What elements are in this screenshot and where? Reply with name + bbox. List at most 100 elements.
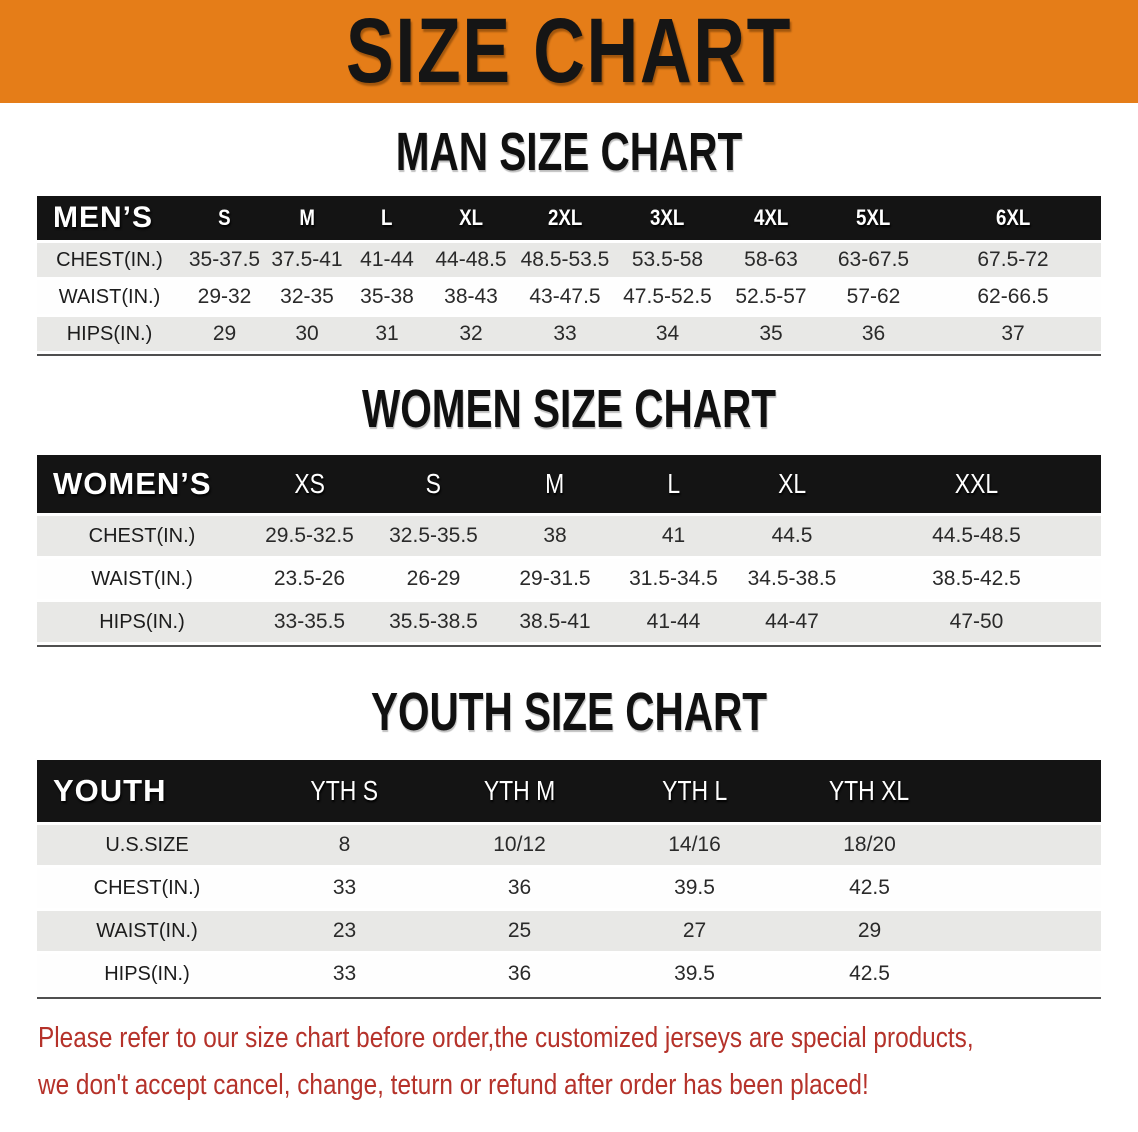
measurement-value: 33 <box>332 962 357 985</box>
size-column-header-text: M <box>299 205 315 230</box>
size-column-header: XL <box>427 196 515 240</box>
men-size-table: MEN’S S M L XL 2XL 3XL 4XL 5XL 6XL CHEST(IN.) 35-37… <box>0 193 1138 356</box>
measurement-value: 26-29 <box>406 567 461 590</box>
women-size-table: WOMEN’S XS S M L XL XXL CHEST(IN.) 29.5-32.5 32.5… <box>0 452 1138 647</box>
size-chart-banner: SIZE CHART <box>0 0 1138 103</box>
measurement-value: 37 <box>1001 322 1025 345</box>
size-column-header-text: YTH S <box>310 775 379 806</box>
size-column-header-text: XL <box>777 468 807 499</box>
women-section-heading: WOMEN SIZE CHART <box>0 380 1138 438</box>
measurement-value: 14/16 <box>668 833 721 856</box>
size-column-header-text: 2XL <box>547 205 583 230</box>
measurement-value: 52.5-57 <box>735 285 807 308</box>
size-column-header-text: YTH XL <box>829 775 910 806</box>
measurement-row-label: CHEST(IN.) <box>88 524 196 547</box>
measurement-value: 41-44 <box>360 248 414 271</box>
women-measurement-row: WAIST(IN.) 23.5-26 26-29 29-31.5 31.5-34.5 34… <box>37 559 1101 599</box>
disclaimer-line-1: Please refer to our size chart before or… <box>38 1022 974 1054</box>
measurement-value: 63-67.5 <box>837 248 910 271</box>
women-table-label: WOMEN’S <box>53 466 212 501</box>
size-column-header: 2XL <box>515 196 615 240</box>
measurement-row-label: HIPS(IN.) <box>99 610 185 633</box>
measurement-value: 41-44 <box>646 610 701 633</box>
measurement-row-label: WAIST(IN.) <box>58 285 161 308</box>
size-column-header: XS <box>247 455 372 513</box>
size-column-header: M <box>495 455 615 513</box>
measurement-value: 32 <box>459 322 483 345</box>
order-disclaimer: Please refer to our size chart before or… <box>38 1015 1138 1109</box>
measurement-value: 34.5-38.5 <box>747 567 837 590</box>
youth-measurement-row: CHEST(IN.) 33 36 39.5 42.5 <box>37 868 1101 908</box>
men-table: MEN’S S M L XL 2XL 3XL 4XL 5XL 6XL CHEST(IN.) 35-37… <box>37 193 1101 356</box>
measurement-value: 58-63 <box>744 248 798 271</box>
measurement-row-label: HIPS(IN.) <box>66 322 153 345</box>
size-column-header: XXL <box>852 455 1101 513</box>
measurement-value: 37.5-41 <box>271 248 343 271</box>
size-column-header-text: 3XL <box>650 205 685 230</box>
size-column-header-text: L <box>667 468 680 499</box>
size-column-header: YTH L <box>607 760 782 822</box>
measurement-row-label: WAIST(IN.) <box>96 919 198 942</box>
size-column-header-text: 6XL <box>995 205 1031 230</box>
measurement-value: 42.5 <box>849 962 890 985</box>
youth-section-heading: YOUTH SIZE CHART <box>0 683 1138 741</box>
measurement-value: 31.5-34.5 <box>629 567 718 590</box>
header-filler-cell <box>957 760 1101 822</box>
size-column-header: YTH XL <box>782 760 957 822</box>
measurement-value: 23.5-26 <box>273 567 346 590</box>
size-column-header-text: XXL <box>954 468 999 499</box>
women-table: WOMEN’S XS S M L XL XXL CHEST(IN.) 29.5-32.5 32.5… <box>37 452 1101 647</box>
measurement-value: 29-31.5 <box>519 567 591 590</box>
size-column-header: 4XL <box>720 196 822 240</box>
size-column-header-text: XL <box>459 205 483 230</box>
measurement-value: 31 <box>375 322 399 345</box>
men-measurement-row: HIPS(IN.) 29 30 31 32 33 34 35 36 37 <box>37 317 1101 351</box>
men-section-heading-text: MAN SIZE CHART <box>395 122 743 182</box>
measurement-value: 30 <box>295 322 319 345</box>
measurement-row-label: CHEST(IN.) <box>56 248 163 271</box>
measurement-value: 38-43 <box>444 285 498 308</box>
measurement-value: 47.5-52.5 <box>623 285 712 308</box>
youth-size-table: YOUTH YTH S YTH M YTH L YTH XL U.S.SIZE 8 10/12… <box>0 757 1138 999</box>
measurement-value: 33 <box>332 876 357 899</box>
size-column-header-text: XS <box>294 468 325 499</box>
youth-table: YOUTH YTH S YTH M YTH L YTH XL U.S.SIZE 8 10/12… <box>37 757 1101 999</box>
measurement-value: 29.5-32.5 <box>265 524 354 547</box>
youth-measurement-row: U.S.SIZE 8 10/12 14/16 18/20 <box>37 825 1101 865</box>
size-column-header-text: S <box>218 205 231 230</box>
measurement-value: 35.5-38.5 <box>389 610 478 633</box>
measurement-value: 36 <box>861 322 886 345</box>
men-measurement-row: CHEST(IN.) 35-37.5 37.5-41 41-44 44-48.5 48.5… <box>37 243 1101 277</box>
youth-measurement-row: HIPS(IN.) 33 36 39.5 42.5 <box>37 954 1101 994</box>
measurement-value: 39.5 <box>674 876 715 899</box>
disclaimer-line-2: we don't accept cancel, change, teturn o… <box>38 1069 869 1101</box>
measurement-value: 32-35 <box>280 285 334 308</box>
size-column-header: 3XL <box>615 196 720 240</box>
men-measurement-row: WAIST(IN.) 29-32 32-35 35-38 38-43 43-47.5 47.… <box>37 280 1101 314</box>
measurement-value: 43-47.5 <box>529 285 601 308</box>
size-column-header: 6XL <box>925 196 1101 240</box>
measurement-row-label: WAIST(IN.) <box>91 567 193 590</box>
men-header-row: MEN’S S M L XL 2XL 3XL 4XL 5XL 6XL <box>37 196 1101 240</box>
measurement-value: 41 <box>661 524 686 547</box>
measurement-row-label: CHEST(IN.) <box>93 876 201 899</box>
measurement-value: 36 <box>507 876 532 899</box>
measurement-value: 33-35.5 <box>273 610 346 633</box>
measurement-value: 48.5-53.5 <box>520 248 610 271</box>
measurement-value: 29 <box>212 322 237 345</box>
measurement-value: 57-62 <box>846 285 901 308</box>
women-measurement-row: CHEST(IN.) 29.5-32.5 32.5-35.5 38 41 44.5 44.5… <box>37 516 1101 556</box>
measurement-value: 44.5-48.5 <box>932 524 1021 547</box>
row-filler-cell <box>957 954 1101 994</box>
measurement-value: 34 <box>655 322 680 345</box>
size-column-header-text: 4XL <box>753 205 789 230</box>
row-filler-cell <box>957 825 1101 865</box>
measurement-value: 38 <box>543 524 567 547</box>
measurement-value: 33 <box>553 322 577 345</box>
measurement-value: 38.5-42.5 <box>932 567 1021 590</box>
measurement-value: 29-32 <box>197 285 252 308</box>
measurement-value: 29 <box>857 919 882 942</box>
women-header-row: WOMEN’S XS S M L XL XXL <box>37 455 1101 513</box>
size-column-header: S <box>182 196 267 240</box>
women-section-heading-text: WOMEN SIZE CHART <box>361 379 776 439</box>
